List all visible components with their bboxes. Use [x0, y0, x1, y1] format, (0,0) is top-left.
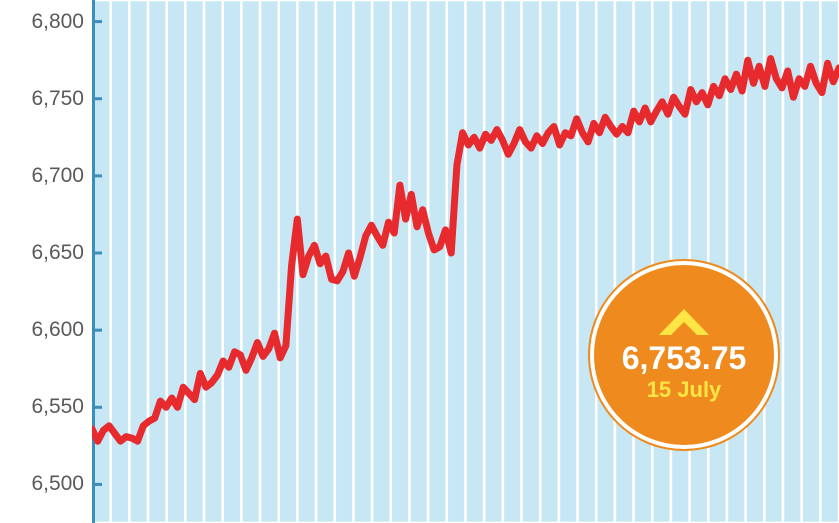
grid-bar [447, 0, 466, 523]
grid-bar [409, 0, 428, 523]
grid-bar [578, 0, 597, 523]
y-tick-label: 6,750 [31, 87, 84, 111]
plot-svg [92, 0, 839, 523]
y-tick-label: 6,700 [31, 164, 84, 188]
grid-bar [540, 0, 559, 523]
y-tick-label: 6,550 [31, 395, 84, 419]
grid-bar [522, 0, 541, 523]
grid-bar [615, 0, 634, 523]
y-axis: 6,500 6,550 6,600 6,650 6,700 6,750 6,800 [0, 0, 92, 523]
grid-bar [484, 0, 503, 523]
y-tick-label: 6,600 [31, 318, 84, 342]
y-tick-label: 6,500 [31, 472, 84, 496]
grid-bar [596, 0, 615, 523]
y-tick-label: 6,800 [31, 10, 84, 34]
grid-bar [148, 0, 167, 523]
y-tick-label: 6,650 [31, 241, 84, 265]
grid-bar [391, 0, 410, 523]
grid-bar [260, 0, 279, 523]
value-badge: 6,753.75 15 July [590, 261, 778, 449]
grid-bar [634, 0, 653, 523]
grid-bar [204, 0, 223, 523]
badge-value: 6,753.75 [622, 341, 747, 376]
grid-bar [559, 0, 578, 523]
grid-bar [372, 0, 391, 523]
grid-bar [466, 0, 485, 523]
grid-bar [223, 0, 242, 523]
grid-bar [241, 0, 260, 523]
grid-bar [185, 0, 204, 523]
chart-container: 6,500 6,550 6,600 6,650 6,700 6,750 6,800 6,75… [0, 0, 839, 523]
grid-bar [167, 0, 186, 523]
grid-bar [503, 0, 522, 523]
badge-date: 15 July [647, 376, 722, 405]
up-arrow-icon [655, 305, 713, 341]
grid-bar [129, 0, 148, 523]
grid-bar [428, 0, 447, 523]
plot-area: 6,753.75 15 July [92, 0, 839, 523]
